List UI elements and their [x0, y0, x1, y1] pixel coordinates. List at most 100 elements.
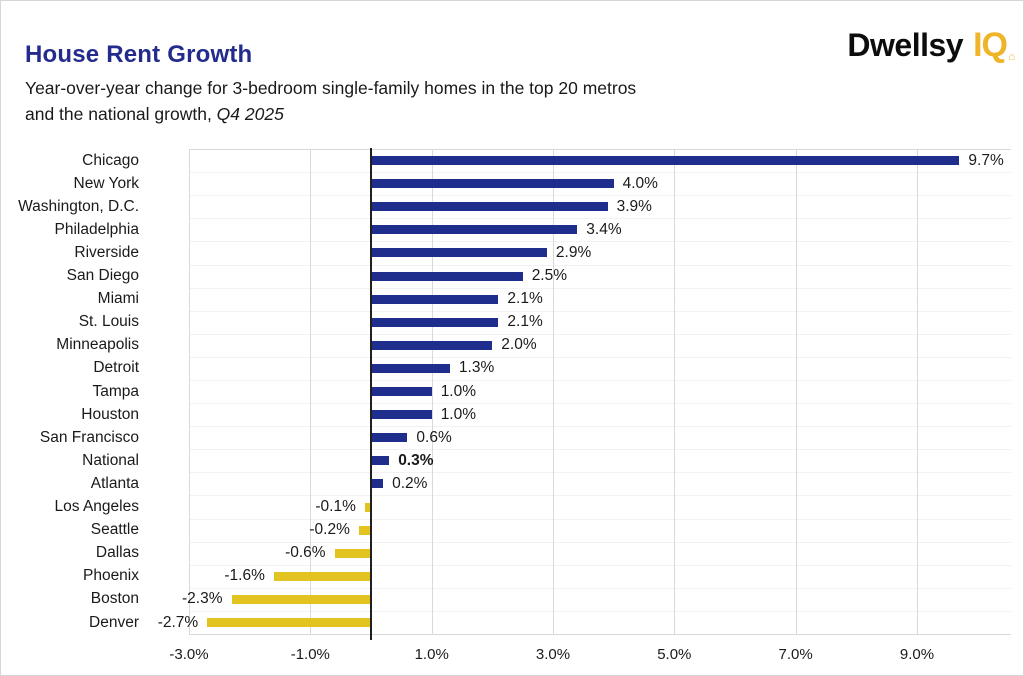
x-gridline — [189, 149, 190, 634]
category-label: Detroit — [93, 359, 139, 377]
x-tick-label: 1.0% — [414, 646, 449, 663]
subtitle-line-1: Year-over-year change for 3-bedroom sing… — [25, 78, 637, 98]
x-tick-label: -1.0% — [290, 646, 330, 663]
row-gridline — [189, 218, 1011, 220]
x-tick-label: 9.0% — [899, 646, 935, 663]
bar — [371, 248, 547, 258]
value-label: 2.0% — [501, 336, 537, 354]
row-gridline — [189, 195, 1011, 197]
category-label: Seattle — [90, 521, 139, 539]
row-gridline — [189, 172, 1011, 174]
x-tick-label: 3.0% — [535, 646, 571, 663]
x-gridline — [310, 149, 312, 634]
row-gridline — [189, 380, 1011, 381]
bar — [371, 387, 432, 396]
row-gridline — [189, 333, 1011, 335]
category-label: Minneapolis — [56, 336, 139, 354]
bar — [371, 156, 960, 165]
row-gridline — [189, 310, 1011, 312]
row-gridline — [189, 564, 1011, 566]
row-gridline — [189, 495, 1011, 497]
x-gridline — [917, 149, 918, 634]
category-label: San Francisco — [39, 428, 139, 446]
row-gridline — [189, 472, 1011, 474]
category-label: Tampa — [92, 382, 139, 400]
category-label: Los Angeles — [54, 498, 139, 515]
value-label: 0.3% — [398, 451, 434, 469]
category-label: Philadelphia — [54, 220, 139, 238]
category-label: Riverside — [74, 243, 139, 261]
category-label: New York — [73, 174, 139, 192]
value-label: 4.0% — [622, 174, 658, 192]
logo-text-iq: IQ ⌂ — [973, 25, 1015, 64]
subtitle: Year-over-year change for 3-bedroom sing… — [25, 75, 636, 127]
value-label: 1.0% — [440, 382, 477, 400]
category-label: St. Louis — [78, 313, 139, 331]
plot-top-border — [189, 149, 1011, 150]
x-gridline — [431, 149, 433, 634]
brand-logo: Dwellsy IQ ⌂ — [847, 25, 1015, 65]
bar — [371, 410, 432, 420]
value-label: 9.7% — [968, 151, 1004, 169]
row-gridline — [189, 426, 1011, 428]
category-label: Miami — [97, 290, 139, 308]
x-tick-label: -3.0% — [169, 646, 209, 663]
bar — [371, 271, 523, 281]
bar — [371, 363, 450, 373]
bar — [273, 571, 371, 581]
plot-bottom-border — [189, 634, 1011, 635]
row-gridline — [189, 587, 1011, 589]
bar — [371, 179, 614, 189]
value-label: 2.1% — [507, 313, 543, 331]
x-tick-label: 7.0% — [778, 646, 813, 663]
zero-axis-line — [370, 148, 372, 640]
value-label: -0.6% — [285, 544, 326, 562]
category-label: Boston — [90, 590, 139, 608]
row-gridline — [189, 449, 1011, 451]
bar — [371, 202, 608, 212]
category-label: Washington, D.C. — [18, 197, 139, 215]
x-tick-label: 5.0% — [657, 646, 692, 663]
value-label: 0.2% — [392, 474, 428, 492]
category-label: Atlanta — [90, 474, 139, 492]
subtitle-period: Q4 2025 — [216, 104, 284, 124]
value-label: 1.3% — [458, 359, 495, 377]
category-label: Phoenix — [82, 567, 139, 585]
row-gridline — [189, 403, 1011, 404]
bar — [371, 317, 499, 327]
row-gridline — [189, 518, 1011, 520]
value-label: 2.1% — [507, 290, 543, 308]
row-gridline — [189, 541, 1011, 543]
row-gridline — [189, 356, 1011, 358]
row-gridline — [189, 287, 1011, 289]
category-label: San Diego — [66, 267, 139, 284]
category-label: Chicago — [82, 151, 139, 169]
bar — [371, 340, 493, 350]
bar — [371, 433, 408, 443]
bar — [207, 618, 371, 627]
value-label: -1.6% — [224, 567, 265, 585]
x-gridline — [553, 149, 554, 634]
bar — [371, 479, 384, 489]
page-title: House Rent Growth — [25, 41, 253, 68]
logo-text-dwellsy: Dwellsy — [847, 26, 964, 63]
value-label: -0.1% — [315, 498, 356, 515]
value-label: 1.0% — [440, 405, 477, 423]
x-gridline — [674, 149, 676, 634]
value-label: 3.4% — [586, 220, 622, 238]
value-label: -2.3% — [182, 590, 223, 608]
bar — [364, 502, 371, 512]
value-label: 0.6% — [416, 428, 452, 446]
row-gridline — [189, 241, 1011, 243]
category-label: Dallas — [95, 544, 139, 562]
category-label: Houston — [81, 405, 139, 423]
row-gridline — [189, 610, 1011, 612]
subtitle-line-2: and the national growth, Q4 2025 — [25, 104, 284, 124]
value-label: 2.5% — [531, 267, 568, 284]
bar — [371, 456, 390, 466]
bar — [358, 525, 371, 535]
value-label: -2.7% — [157, 613, 199, 631]
bar — [334, 548, 371, 558]
category-label: National — [82, 451, 139, 469]
